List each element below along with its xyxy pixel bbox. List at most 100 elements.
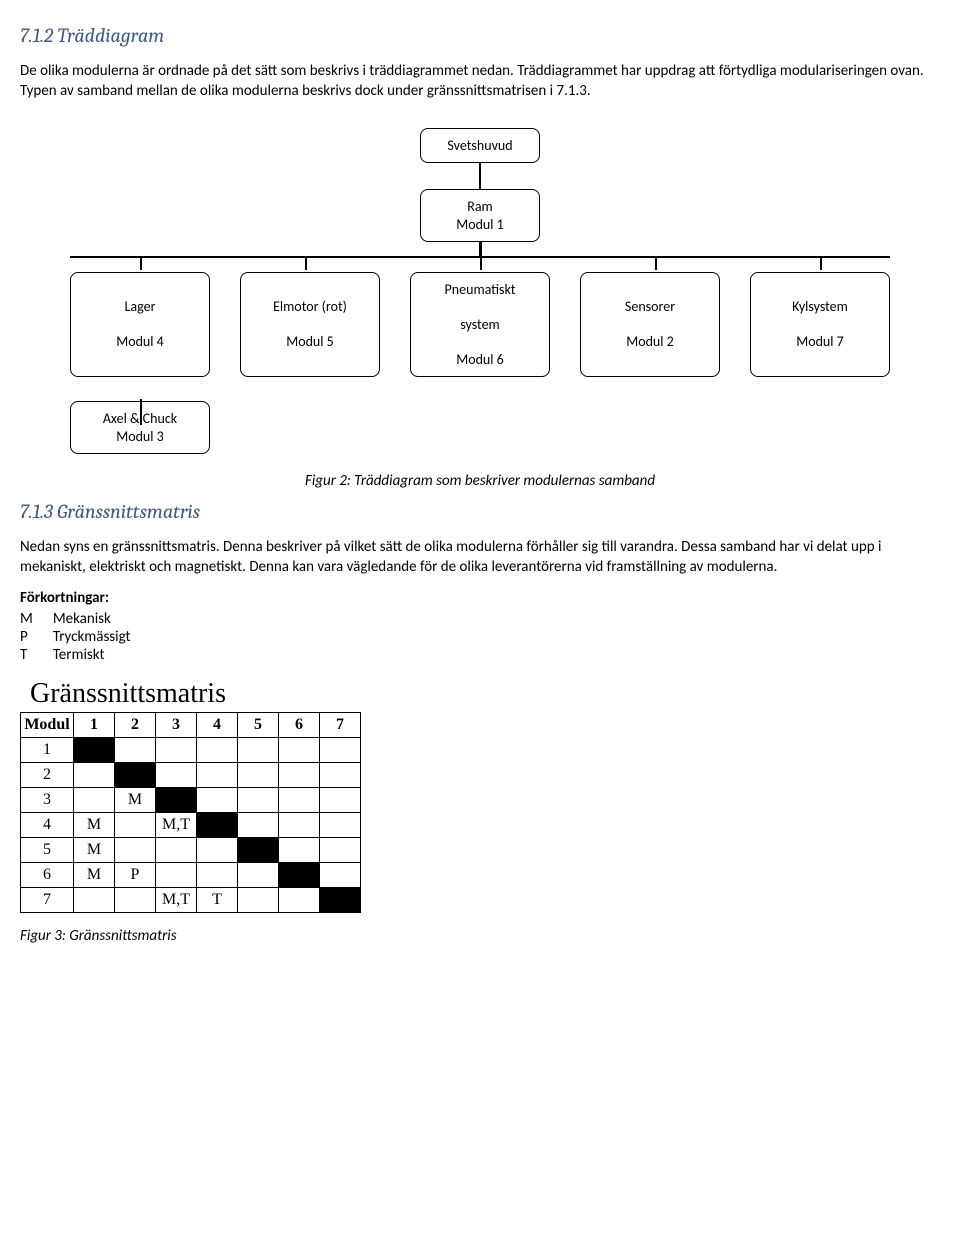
matrix-row-label: 4	[21, 812, 74, 837]
matrix-cell: M	[74, 812, 115, 837]
interface-matrix-table: Modul1234567123M4MM,T5M6MP7M,TT	[20, 712, 361, 913]
matrix-cell	[279, 737, 320, 762]
abbrev-value: Termiskt	[53, 646, 151, 664]
matrix-cell	[238, 787, 279, 812]
tree-node-label: system	[421, 316, 539, 334]
matrix-cell	[320, 762, 361, 787]
tree-connector	[479, 163, 481, 189]
tree-node-ram: Ram Modul 1	[420, 189, 540, 242]
matrix-cell	[238, 737, 279, 762]
matrix-cell	[320, 887, 361, 912]
matrix-header-cell: 2	[115, 712, 156, 737]
matrix-header-cell: 1	[74, 712, 115, 737]
matrix-cell	[197, 812, 238, 837]
matrix-cell: M,T	[156, 887, 197, 912]
matrix-cell	[197, 787, 238, 812]
matrix-cell	[197, 862, 238, 887]
matrix-header-cell: 7	[320, 712, 361, 737]
tree-node: PneumatisktsystemModul 6	[410, 272, 550, 378]
matrix-cell	[156, 862, 197, 887]
matrix-cell	[320, 787, 361, 812]
matrix-cell: T	[197, 887, 238, 912]
abbrev-key: T	[20, 646, 53, 664]
matrix-cell	[238, 762, 279, 787]
matrix-cell	[156, 837, 197, 862]
abbrev-title: Förkortningar:	[20, 588, 940, 608]
figure-3-caption: Figur 3: Gränssnittsmatris	[20, 927, 940, 945]
section-7-1-2-paragraph: De olika modulerna är ordnade på det sät…	[20, 61, 940, 102]
matrix-cell	[197, 737, 238, 762]
abbrev-key: M	[20, 610, 53, 628]
matrix-row-label: 7	[21, 887, 74, 912]
tree-node-root: Svetshuvud	[420, 128, 540, 164]
section-7-1-3-paragraph: Nedan syns en gränssnittsmatris. Denna b…	[20, 537, 940, 578]
matrix-title: Gränssnittsmatris	[30, 678, 940, 710]
tree-level3-row: LagerModul 4Elmotor (rot)Modul 5Pneumati…	[70, 258, 890, 378]
matrix-cell	[238, 862, 279, 887]
matrix-cell	[115, 887, 156, 912]
matrix-cell	[74, 887, 115, 912]
matrix-row-label: 6	[21, 862, 74, 887]
tree-node-label: Modul 3	[116, 428, 164, 445]
tree-connector	[140, 399, 142, 425]
tree-node: Sensorer Modul 2	[580, 272, 720, 378]
matrix-cell	[156, 787, 197, 812]
matrix-row-label: 2	[21, 762, 74, 787]
section-heading-7-1-3: 7.1.3 Gränssnittsmatris	[20, 500, 940, 523]
matrix-cell	[238, 812, 279, 837]
matrix-cell	[279, 787, 320, 812]
matrix-cell	[156, 762, 197, 787]
matrix-cell	[320, 837, 361, 862]
matrix-header-cell: 4	[197, 712, 238, 737]
matrix-cell	[115, 812, 156, 837]
matrix-cell	[320, 737, 361, 762]
matrix-cell	[115, 737, 156, 762]
abbrev-value: Tryckmässigt	[53, 628, 151, 646]
abbrev-value: Mekanisk	[53, 610, 151, 628]
tree-node-label: Modul 1	[456, 216, 504, 233]
matrix-cell	[320, 862, 361, 887]
matrix-cell	[320, 812, 361, 837]
tree-node-label: Ram	[467, 198, 493, 215]
abbrev-key: P	[20, 628, 53, 646]
tree-node-label: Elmotor (rot)	[251, 298, 369, 316]
matrix-cell: M,T	[156, 812, 197, 837]
matrix-cell	[115, 762, 156, 787]
matrix-row-label: 5	[21, 837, 74, 862]
tree-node-label: Svetshuvud	[447, 137, 512, 154]
matrix-row-label: 1	[21, 737, 74, 762]
tree-node-label: Kylsystem	[761, 298, 879, 316]
matrix-cell	[238, 887, 279, 912]
tree-node: Elmotor (rot) Modul 5	[240, 272, 380, 378]
tree-node-label: Modul 2	[591, 333, 709, 351]
tree-node-label: Modul 5	[251, 333, 369, 351]
tree-node: Kylsystem Modul 7	[750, 272, 890, 378]
matrix-cell	[279, 837, 320, 862]
matrix-cell	[74, 762, 115, 787]
matrix-cell	[279, 762, 320, 787]
matrix-header-cell: 3	[156, 712, 197, 737]
matrix-cell	[74, 737, 115, 762]
tree-node-label: Modul 6	[421, 351, 539, 369]
tree-node-label: Sensorer	[591, 298, 709, 316]
matrix-cell	[115, 837, 156, 862]
matrix-cell: M	[115, 787, 156, 812]
matrix-cell	[279, 812, 320, 837]
matrix-header-cell: Modul	[21, 712, 74, 737]
matrix-cell	[238, 837, 279, 862]
tree-node: Lager Modul 4	[70, 272, 210, 378]
matrix-cell	[156, 737, 197, 762]
tree-diagram: Svetshuvud Ram Modul 1 Lager Modul 4 Elmot…	[20, 128, 940, 455]
matrix-cell	[197, 837, 238, 862]
tree-node-label: Lager	[81, 298, 199, 316]
section-heading-7-1-2: 7.1.2 Träddiagram	[20, 24, 940, 47]
matrix-row-label: 3	[21, 787, 74, 812]
matrix-cell: M	[74, 837, 115, 862]
matrix-cell: P	[115, 862, 156, 887]
matrix-cell	[197, 762, 238, 787]
tree-node-label: Modul 7	[761, 333, 879, 351]
tree-node-label: Modul 4	[81, 333, 199, 351]
figure-2-caption: Figur 2: Träddiagram som beskriver modul…	[20, 472, 940, 490]
matrix-cell	[279, 862, 320, 887]
matrix-header-cell: 6	[279, 712, 320, 737]
